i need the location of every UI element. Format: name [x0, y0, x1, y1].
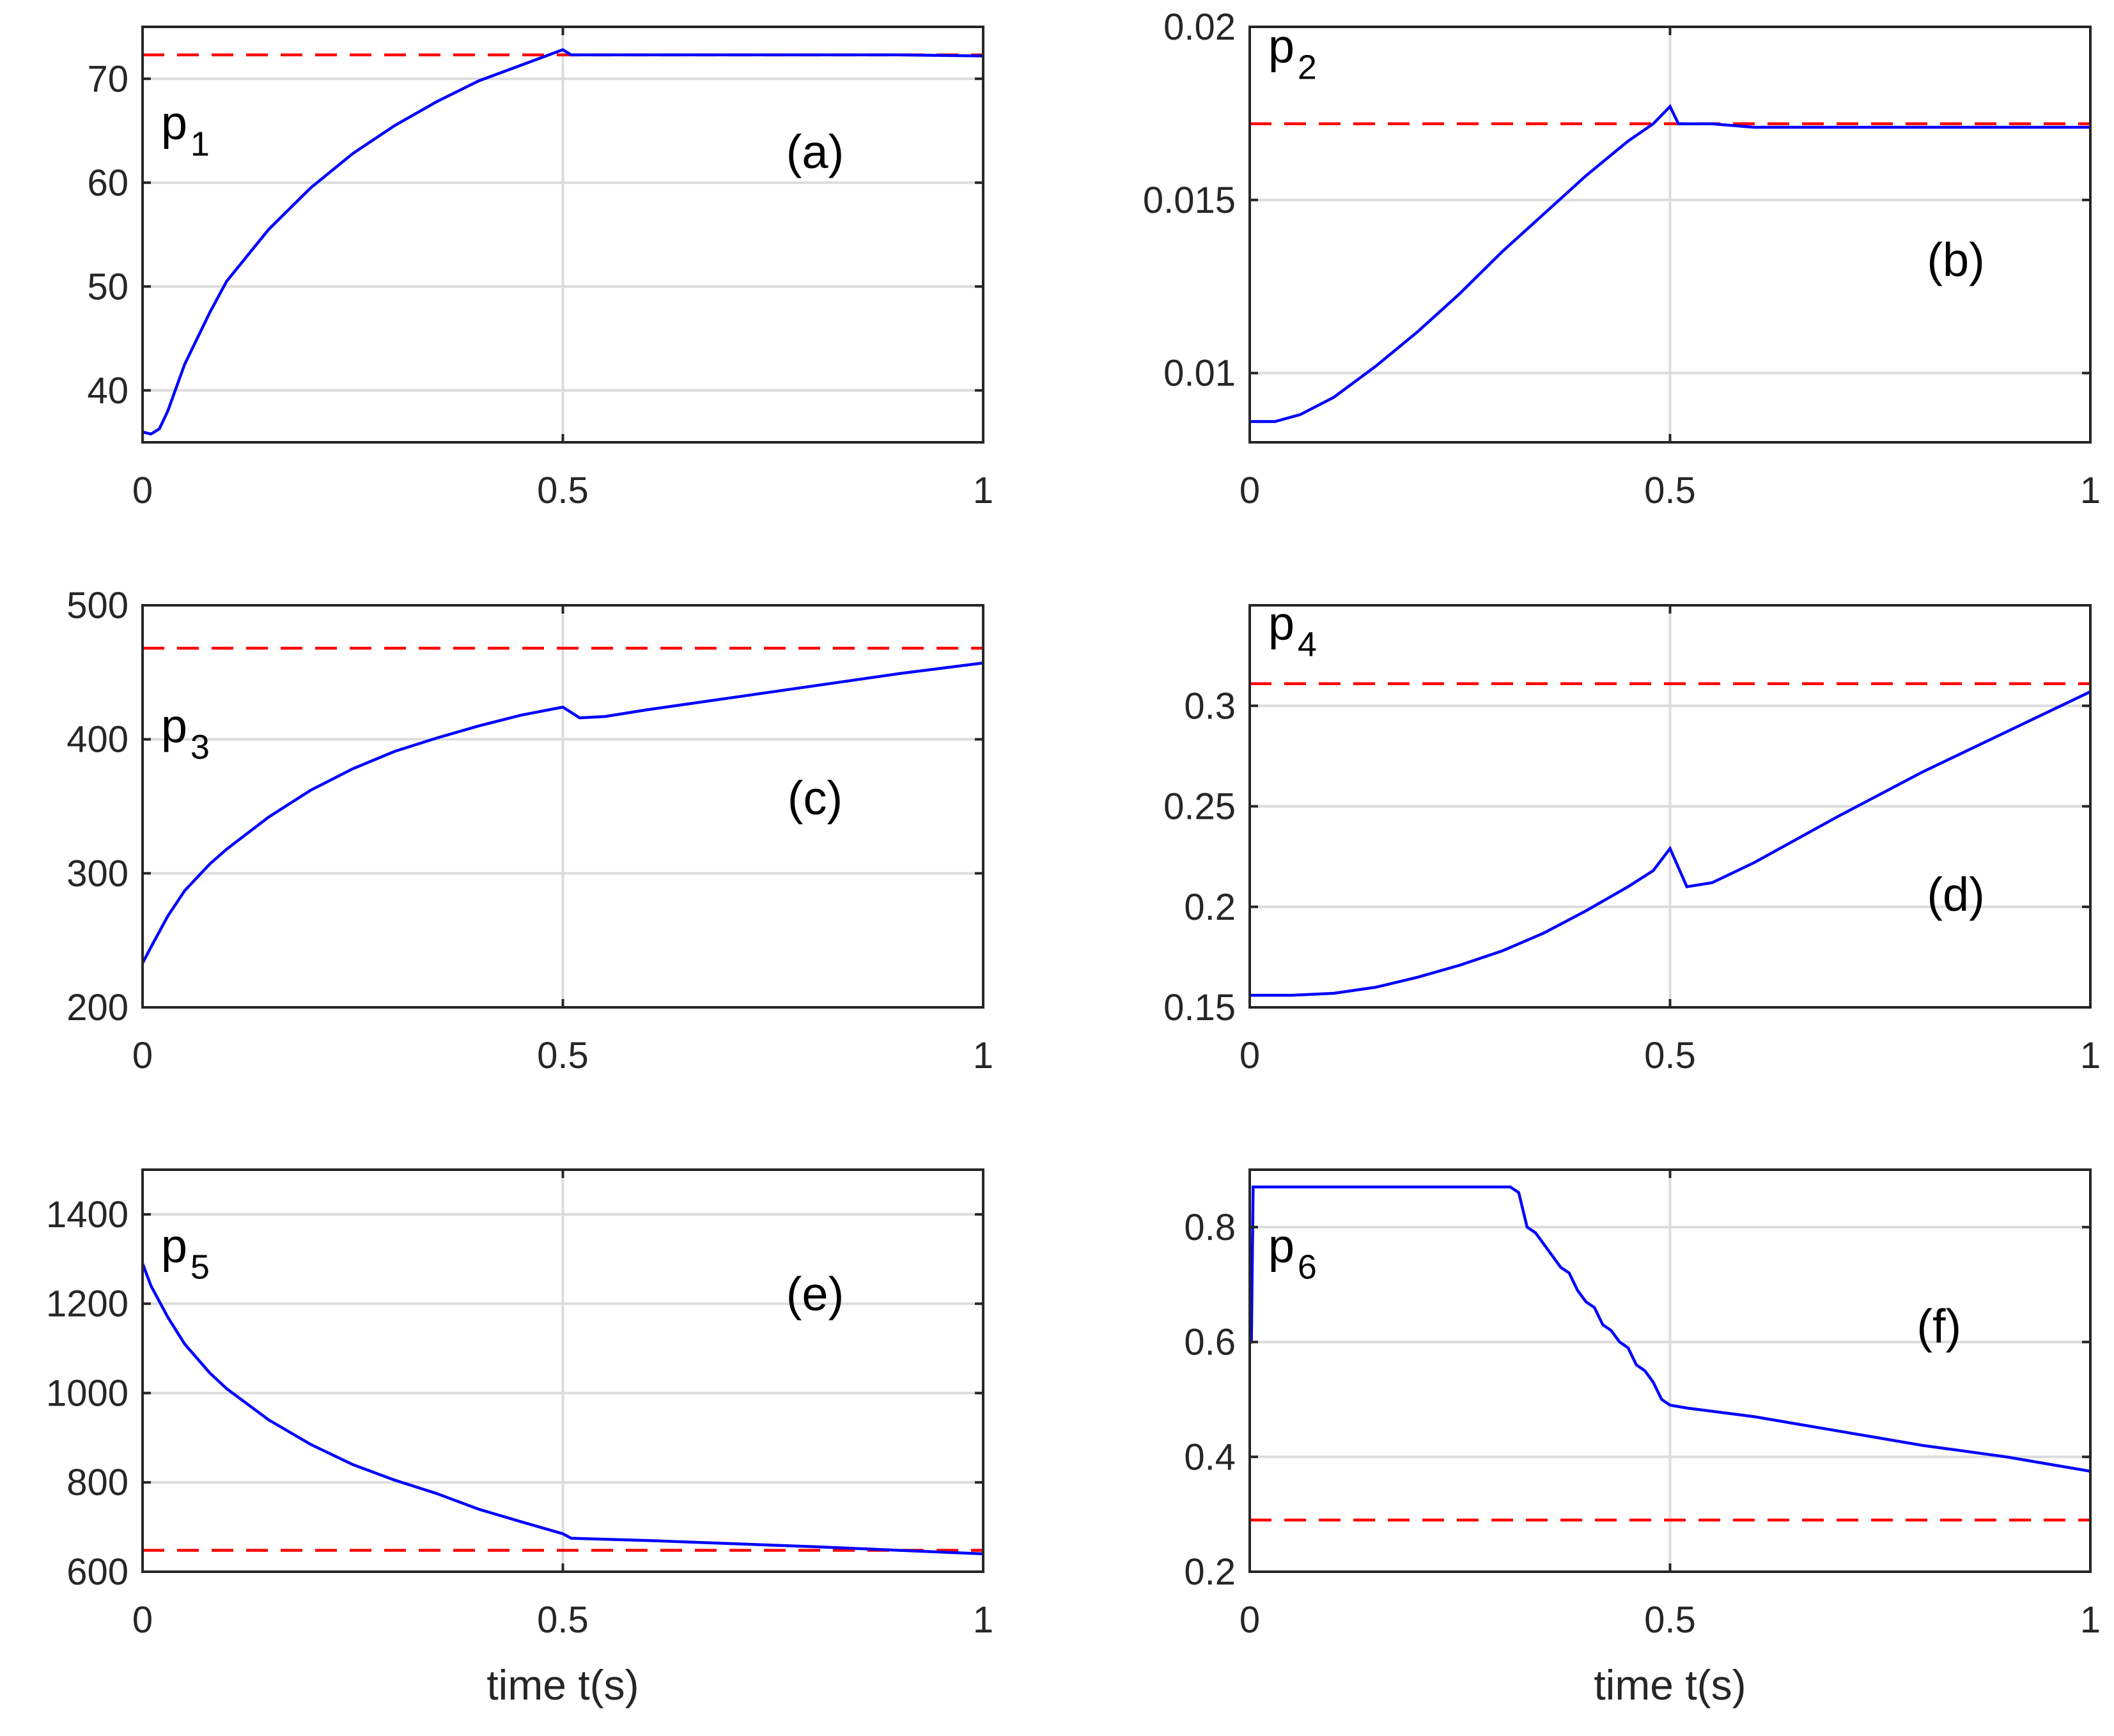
panel-f-ytick-label: 0.4	[1184, 1436, 1236, 1478]
panel-a-param-name: p	[161, 97, 187, 150]
panel-a-ytick-label: 70	[87, 58, 128, 100]
panel-e: 0 0.5 1 600 800 1000 1200 1400 (e) p 5 time t(s)	[46, 1168, 993, 1709]
panel-c: 0 0.5 1 200 300 400 500 (c) p 3	[66, 585, 993, 1076]
panel-d-xtick-label: 1	[2080, 1035, 2101, 1076]
panel-e-param-name: p	[161, 1220, 187, 1273]
panel-a-estimate-line	[143, 48, 983, 436]
panel-b-param-name: p	[1268, 19, 1294, 72]
panel-e-param-subscript: 5	[190, 1248, 210, 1287]
panel-f-xtick-label: 0.5	[1644, 1599, 1696, 1641]
panel-d-ytick-label: 0.2	[1184, 887, 1236, 928]
panel-c-xtick-label: 0.5	[537, 1035, 589, 1076]
panel-a-label: (a)	[786, 125, 844, 178]
panel-b-ytick-label: 0.02	[1163, 6, 1236, 48]
panel-e-xtick-label: 1	[973, 1599, 993, 1641]
panel-c-param-subscript: 3	[190, 728, 210, 766]
panel-c-estimate-line	[143, 661, 983, 964]
panel-a-xtick-label: 0	[132, 470, 153, 511]
panel-d-param-name: p	[1268, 596, 1294, 649]
panel-f-ytick-label: 0.2	[1184, 1551, 1236, 1593]
panel-b-xtick-label: 0	[1240, 470, 1260, 511]
panel-d-ytick-label: 0.15	[1163, 987, 1236, 1028]
panel-c-xtick-label: 1	[973, 1035, 993, 1076]
panel-e-ytick-label: 1000	[46, 1372, 128, 1414]
panel-c-xtick-label: 0	[132, 1035, 153, 1076]
panel-b-ytick-label: 0.015	[1143, 180, 1236, 221]
panel-f-ytick-label: 0.6	[1184, 1322, 1236, 1363]
panel-a-ytick-label: 50	[87, 266, 128, 307]
panel-a-xtick-label: 1	[973, 470, 993, 511]
panel-d-param-subscript: 4	[1298, 625, 1317, 663]
panel-a-ytick-label: 40	[87, 370, 128, 412]
panel-c-ytick-label: 200	[66, 987, 128, 1028]
panel-d-xtick-label: 0	[1240, 1035, 1260, 1076]
panel-f-xtick-label: 0	[1240, 1599, 1260, 1641]
panel-d-estimate-line	[1250, 690, 2090, 997]
panel-f-param-name: p	[1268, 1220, 1294, 1273]
panel-c-label: (c)	[788, 771, 843, 825]
panel-d-label: (d)	[1927, 868, 1984, 921]
panel-f-estimate-line	[1250, 1185, 2090, 1473]
panel-e-ytick-label: 600	[66, 1551, 128, 1593]
panel-e-xtick-label: 0.5	[537, 1599, 589, 1641]
panel-e-ytick-label: 800	[66, 1462, 128, 1503]
panel-e-ytick-label: 1200	[46, 1283, 128, 1325]
panel-f: 0 0.5 1 0.2 0.4 0.6 0.8 (f) p 6 time t(s)	[1184, 1168, 2101, 1709]
panel-e-xlabel: time t(s)	[486, 1661, 639, 1709]
panel-a-ytick-label: 60	[87, 162, 128, 204]
panel-b-ytick-label: 0.01	[1163, 353, 1236, 394]
panel-c-ytick-label: 300	[66, 853, 128, 894]
panel-b-label: (b)	[1927, 233, 1984, 286]
panel-f-label: (f)	[1916, 1299, 1961, 1352]
panel-f-xlabel: time t(s)	[1594, 1661, 1746, 1709]
panel-e-xtick-label: 0	[132, 1599, 153, 1641]
panel-d-xtick-label: 0.5	[1644, 1035, 1696, 1076]
panel-a-param-subscript: 1	[190, 125, 210, 164]
panel-f-ytick-label: 0.8	[1184, 1207, 1236, 1248]
panel-b-xtick-label: 0.5	[1644, 470, 1696, 511]
panel-e-ytick-label: 1400	[46, 1194, 128, 1236]
panel-e-label: (e)	[786, 1267, 844, 1321]
panel-d-ytick-label: 0.3	[1184, 685, 1236, 727]
panel-f-param-subscript: 6	[1298, 1248, 1317, 1287]
panel-a-xtick-label: 0.5	[537, 470, 589, 511]
panel-b-xtick-label: 1	[2080, 470, 2101, 511]
panel-c-param-name: p	[161, 699, 187, 752]
panel-b: 0 0.5 1 0.01 0.015 0.02 (b) p 2	[1143, 6, 2101, 511]
panel-d-ytick-label: 0.25	[1163, 786, 1236, 828]
panel-d: 0 0.5 1 0.15 0.2 0.25 0.3 (d) p 4	[1163, 596, 2101, 1076]
panel-f-xtick-label: 1	[2080, 1599, 2101, 1641]
panel-b-param-subscript: 2	[1298, 48, 1317, 86]
panel-b-estimate-line	[1250, 104, 2090, 423]
panel-e-estimate-line	[143, 1263, 983, 1556]
panel-c-ytick-label: 400	[66, 719, 128, 761]
panel-c-ytick-label: 500	[66, 585, 128, 626]
